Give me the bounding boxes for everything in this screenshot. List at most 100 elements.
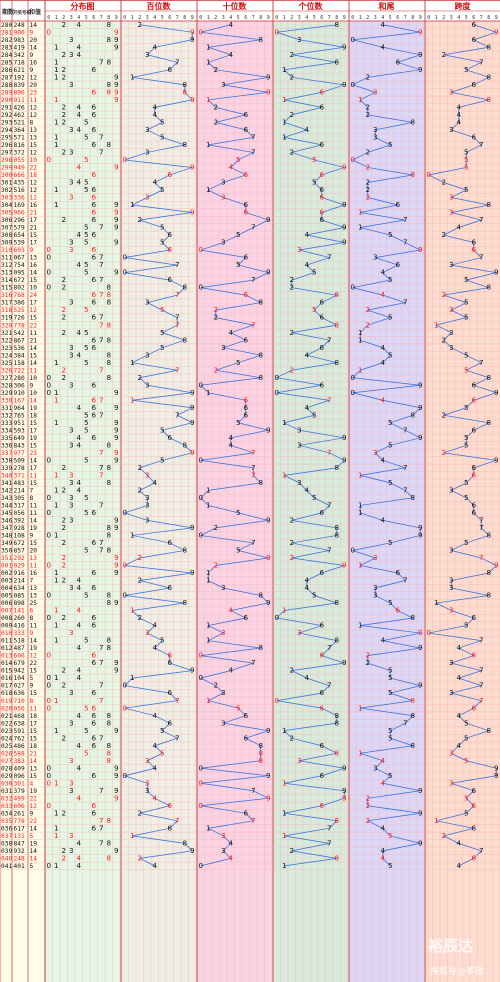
number-cell: 621	[14, 67, 25, 74]
trend-digit: 8	[486, 373, 491, 382]
trend-digit: 5	[464, 493, 469, 502]
distribution-digit: 2	[61, 365, 66, 374]
sum-cell: 17	[30, 240, 38, 247]
distribution-digit: 0	[46, 283, 51, 292]
trend-digit: 2	[289, 846, 294, 855]
trend-digit: 6	[167, 275, 172, 284]
trend-digit: 2	[289, 148, 294, 157]
trend-digit: 8	[486, 42, 491, 51]
number-cell: 588	[14, 750, 25, 757]
distribution-digit: 2	[61, 50, 66, 59]
trend-digit: 5	[160, 343, 165, 352]
distribution-digit: 3	[69, 516, 74, 525]
trend-digit: 4	[380, 853, 385, 862]
trend-digit: 3	[145, 786, 150, 795]
digit-axis-label: 8	[183, 15, 186, 21]
number-cell: 167	[14, 397, 25, 404]
trend-digit: 3	[373, 553, 378, 562]
distribution-digit: 6	[91, 823, 96, 832]
trend-digit: 9	[418, 50, 423, 59]
trend-digit: 6	[243, 170, 248, 179]
trend-digit: 5	[388, 418, 393, 427]
sum-cell: 18	[30, 412, 38, 419]
trend-digit: 2	[137, 20, 142, 29]
trend-digit: 1	[282, 65, 287, 74]
period-cell: 319	[1, 315, 12, 322]
trend-digit: 3	[449, 583, 454, 592]
trend-digit: 7	[403, 298, 408, 307]
distribution-digit: 6	[91, 200, 96, 209]
distribution-digit: 9	[114, 786, 119, 795]
sum-cell: 14	[30, 825, 38, 832]
number-cell: 928	[14, 525, 25, 532]
trend-digit: 0	[426, 628, 431, 637]
distribution-digit: 8	[106, 478, 111, 487]
distribution-digit: 3	[69, 148, 74, 157]
trend-digit: 9	[494, 455, 499, 464]
sum-cell: 8	[30, 119, 34, 126]
distribution-digit: 7	[99, 223, 104, 232]
distribution-digit: 9	[114, 846, 119, 855]
watermark-credit: 搜狐号@爹敬	[430, 965, 484, 977]
sum-cell: 9	[30, 810, 34, 817]
trend-digit: 1	[206, 500, 211, 509]
period-cell: 034	[1, 810, 12, 817]
period-cell: 036	[1, 825, 12, 832]
number-cell: 027	[14, 683, 25, 690]
period-cell: 337	[1, 450, 12, 457]
header-sum-label: 和值	[28, 8, 41, 16]
trend-digit: 4	[228, 606, 233, 615]
trend-digit: 9	[266, 87, 271, 96]
sum-cell: 22	[30, 660, 38, 667]
period-cell: 016	[1, 675, 12, 682]
trend-digit: 5	[160, 726, 165, 735]
distribution-digit: 4	[76, 478, 81, 487]
trend-digit: 3	[145, 350, 150, 359]
trend-digit: 2	[289, 666, 294, 675]
trend-digit: 0	[350, 546, 355, 555]
sum-cell: 12	[30, 803, 38, 810]
trend-digit: 8	[258, 298, 263, 307]
sum-cell: 20	[30, 548, 38, 555]
distribution-digit: 1	[54, 388, 59, 397]
trend-digit: 8	[182, 838, 187, 847]
trend-digit: 8	[410, 711, 415, 720]
period-cell: 282	[1, 37, 12, 44]
trend-digit: 4	[456, 102, 461, 111]
distribution-digit: 7	[99, 500, 104, 509]
distribution-digit: 1	[54, 57, 59, 66]
number-cell: 384	[14, 352, 25, 359]
period-cell: 025	[1, 743, 12, 750]
trend-digit: 6	[319, 688, 324, 697]
trend-digit: 1	[130, 606, 135, 615]
sum-cell: 14	[30, 270, 38, 277]
trend-digit: 5	[312, 410, 317, 419]
trend-digit: 4	[152, 793, 157, 802]
trend-digit: 7	[479, 140, 484, 149]
trend-digit: 3	[145, 778, 150, 787]
sum-cell: 17	[30, 217, 38, 224]
trend-digit: 4	[304, 583, 309, 592]
trend-digit: 9	[494, 27, 499, 36]
period-cell: 320	[1, 322, 12, 329]
trend-digit: 2	[365, 148, 370, 157]
distribution-digit: 5	[84, 133, 89, 142]
trend-digit: 9	[266, 726, 271, 735]
distribution-digit: 1	[54, 636, 59, 645]
period-cell: 309	[1, 240, 12, 247]
number-cell: 487	[14, 645, 25, 652]
distribution-digit: 7	[99, 696, 104, 705]
number-cell: 509	[14, 457, 25, 464]
trend-digit: 4	[228, 163, 233, 172]
sum-cell: 11	[30, 510, 38, 517]
trend-digit: 7	[251, 658, 256, 667]
distribution-digit: 5	[84, 425, 89, 434]
trend-digit: 6	[243, 208, 248, 217]
distribution-digit: 3	[69, 193, 74, 202]
trend-digit: 6	[243, 125, 248, 134]
trend-digit: 5	[160, 117, 165, 126]
number-cell: 816	[14, 142, 25, 149]
trend-digit: 9	[190, 27, 195, 36]
trend-digit: 7	[403, 576, 408, 585]
distribution-digit: 6	[91, 87, 96, 96]
